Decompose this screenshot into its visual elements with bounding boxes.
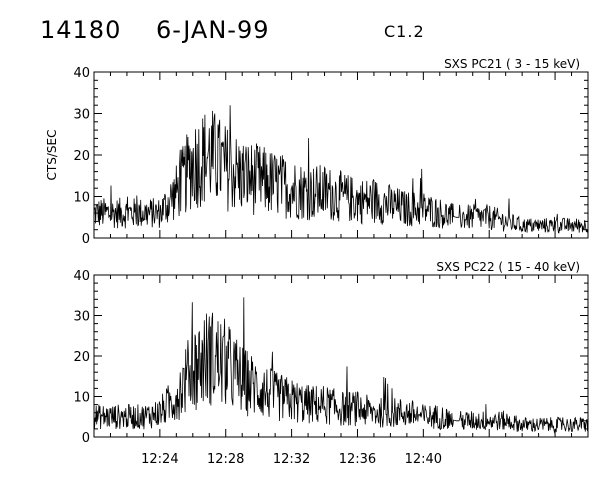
y-tick-label: 40	[73, 66, 90, 81]
y-tick-label: 30	[73, 310, 90, 325]
y-tick-label: 30	[73, 108, 90, 123]
y-tick-label: 10	[73, 191, 90, 206]
panel-bottom: SXS PC22 ( 15 - 40 keV) 0 10 20 30 40 12:24 12:…	[73, 260, 589, 467]
y-tick-label: 40	[73, 269, 90, 284]
x-tick-label: 12:32	[273, 452, 310, 467]
y-tick-label: 0	[82, 431, 90, 446]
event-date: 6-JAN-99	[156, 16, 270, 44]
y-tick-label: 10	[73, 391, 90, 406]
y-tick-label: 0	[82, 232, 90, 247]
y-tick-label: 20	[73, 350, 90, 365]
panel-title: SXS PC22 ( 15 - 40 keV)	[436, 260, 580, 274]
x-tick-label: 12:28	[207, 452, 244, 467]
panel-title: SXS PC21 ( 3 - 15 keV)	[444, 57, 580, 71]
x-tick-label: 12:40	[405, 452, 442, 467]
plot-frame	[93, 274, 589, 438]
y-tick-label: 20	[73, 149, 90, 164]
y-axis-label: CTS/SEC	[45, 130, 59, 181]
x-tick-label: 12:36	[339, 452, 376, 467]
series-line	[93, 105, 589, 234]
x-tick-label: 12:24	[141, 452, 178, 467]
event-id: 14180	[40, 16, 122, 44]
series-line	[93, 297, 589, 434]
panel-top: SXS PC21 ( 3 - 15 keV) CTS/SEC 0 10 20 30 40	[45, 57, 589, 247]
flare-class: C1.2	[384, 22, 425, 41]
